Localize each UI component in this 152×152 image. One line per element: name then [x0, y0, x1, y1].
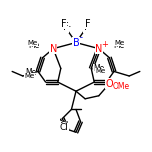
Text: F: F — [61, 19, 67, 29]
Text: Me: Me — [95, 68, 105, 74]
Text: .: . — [67, 19, 71, 29]
Text: Me: Me — [114, 40, 124, 46]
Text: Me: Me — [117, 84, 129, 93]
Text: Me: Me — [28, 40, 38, 46]
Text: F: F — [62, 22, 68, 32]
Text: Cl: Cl — [59, 123, 68, 132]
Text: Me: Me — [113, 41, 124, 50]
Text: Me: Me — [28, 41, 39, 50]
Text: Me: Me — [93, 64, 104, 73]
Text: F: F — [85, 19, 91, 29]
Text: F: F — [84, 22, 90, 32]
Text: N: N — [95, 44, 102, 54]
Text: -: - — [80, 33, 83, 43]
Text: Me: Me — [24, 73, 35, 79]
Text: +: + — [101, 40, 108, 49]
Text: OMe: OMe — [113, 82, 130, 91]
Text: B: B — [73, 38, 79, 48]
Text: O: O — [106, 79, 113, 89]
Text: Me: Me — [25, 68, 36, 78]
Text: Cl: Cl — [59, 121, 69, 131]
Text: N: N — [50, 44, 57, 54]
